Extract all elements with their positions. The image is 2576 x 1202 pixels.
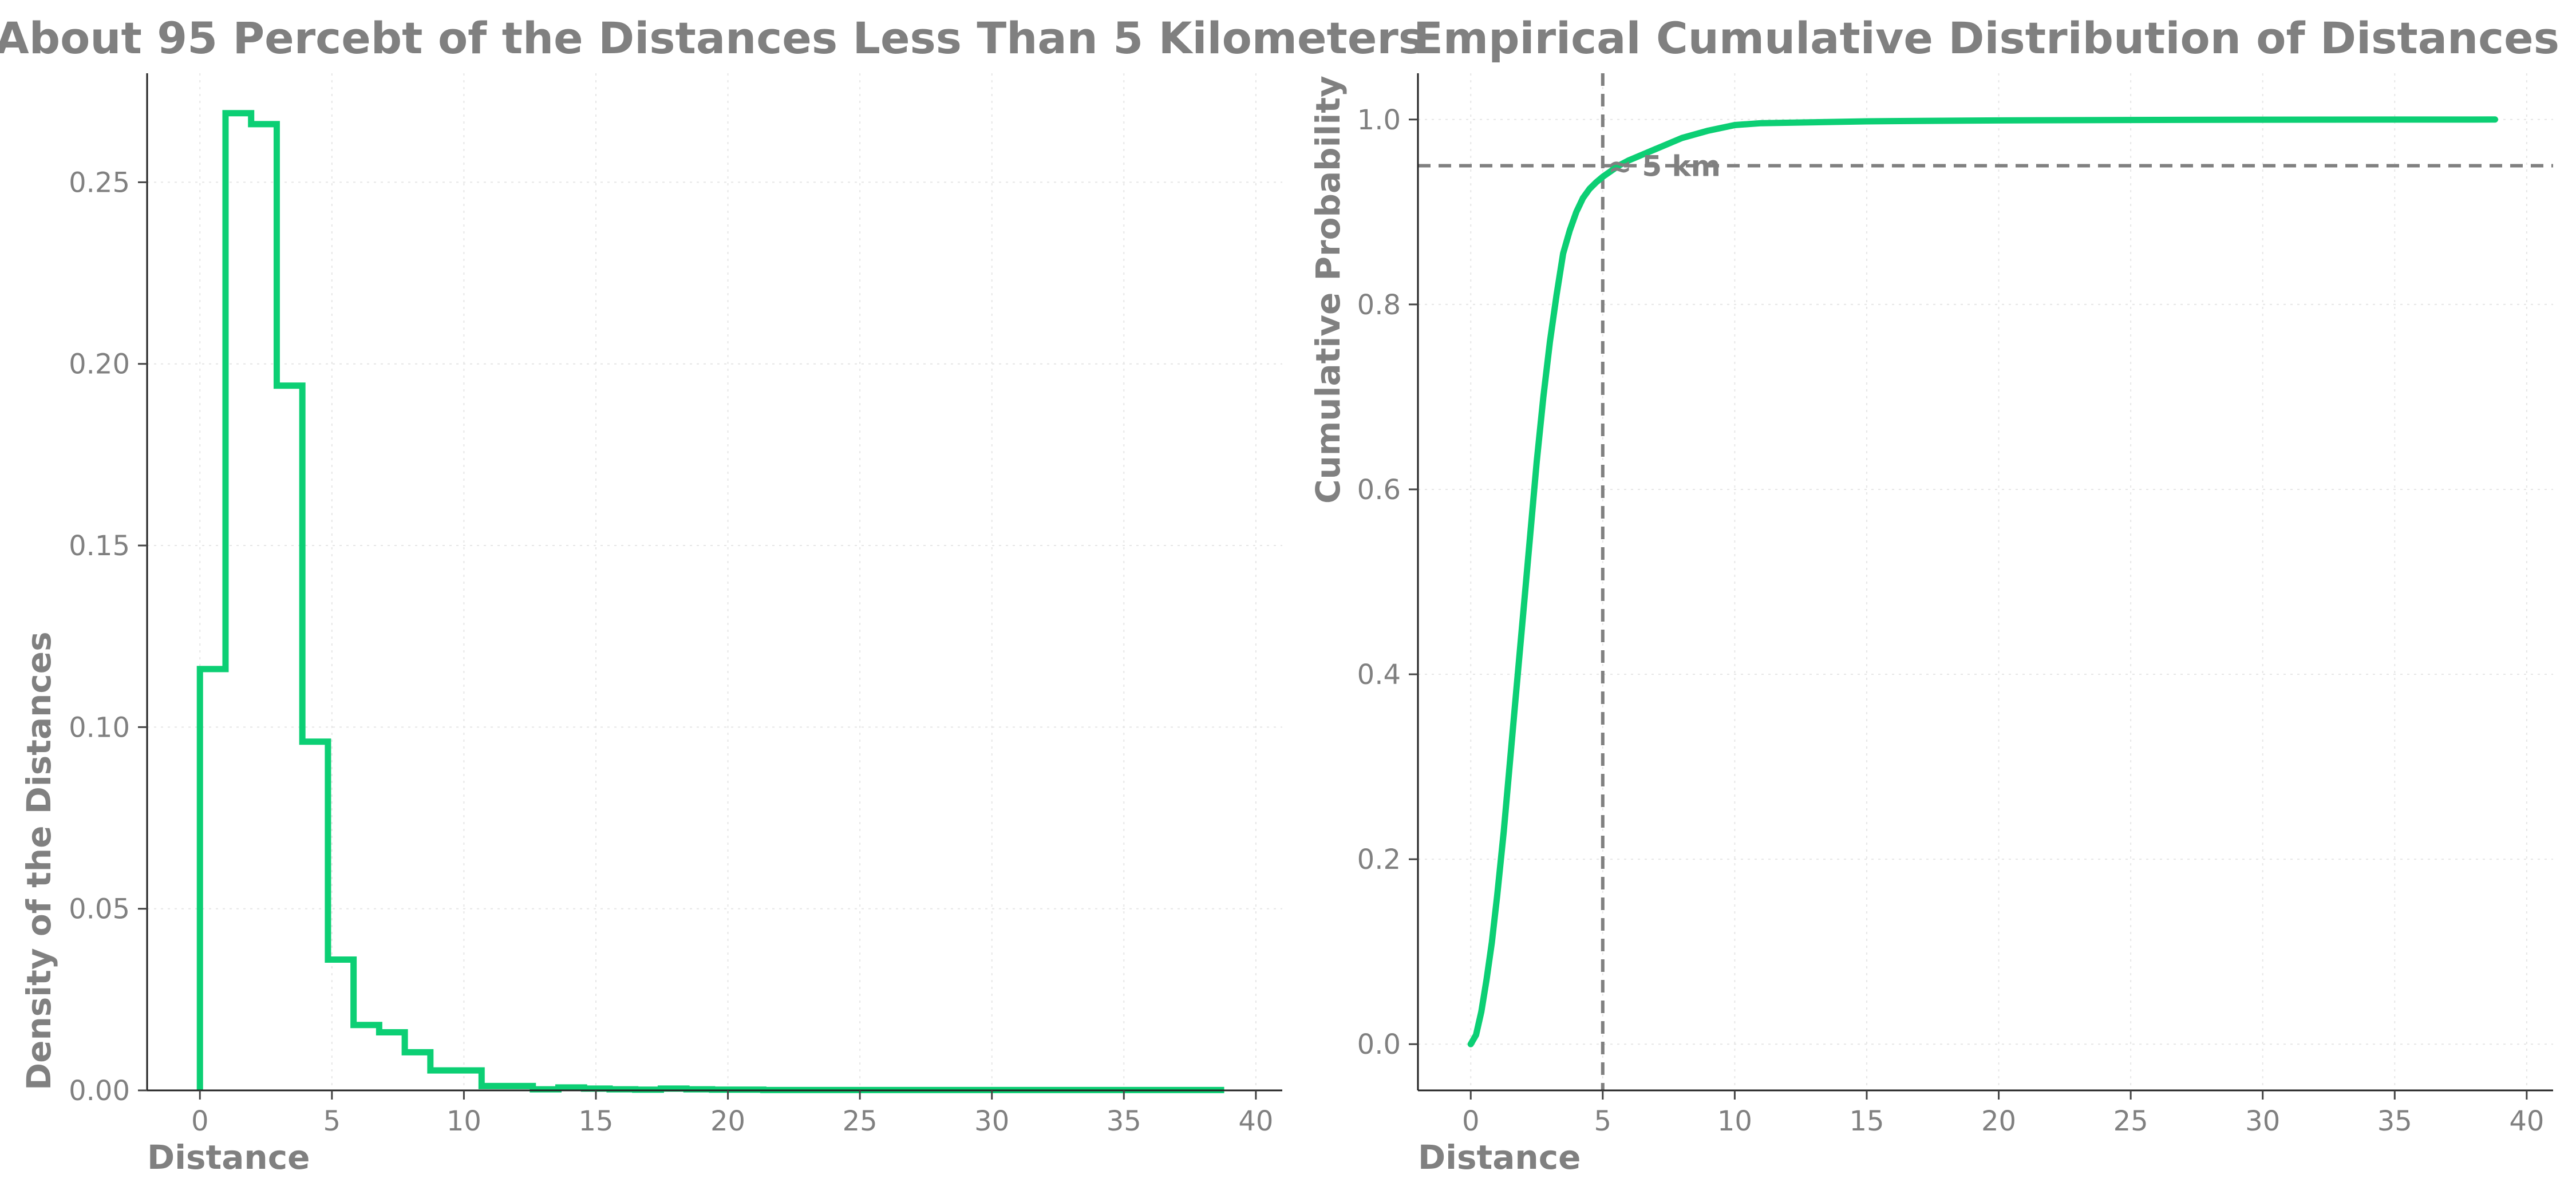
ecdf-x-axis-label: Distance [1418,1138,1581,1177]
ecdf-y-tick-label: 1.0 [1357,104,1401,136]
ecdf-grid [1418,73,2553,1090]
ecdf-y-axis-label: Cumulative Probability [1309,76,1348,504]
ecdf-y-tick-label: 0.0 [1357,1029,1401,1061]
ecdf-x-ticks: 0 5 10 15 20 25 30 35 40 [1462,1090,2544,1137]
ecdf-x-tick-label: 10 [1717,1105,1752,1137]
histogram-title: About 95 Percebt of the Distances Less T… [0,13,1424,64]
histogram-x-tick-label: 5 [323,1105,341,1137]
histogram-y-tick-label: 0.05 [69,893,130,926]
ecdf-y-tick-label: 0.6 [1357,474,1401,506]
ecdf-x-tick-label: 0 [1462,1105,1480,1137]
histogram-y-tick-label: 0.10 [69,711,130,744]
ecdf-y-tick-label: 0.4 [1357,659,1401,691]
ecdf-y-ticks: 0.0 0.2 0.4 0.6 0.8 1.0 [1357,104,1418,1061]
ecdf-x-tick-label: 30 [2245,1105,2280,1137]
histogram-grid [147,73,1282,1091]
ecdf-x-tick-label: 20 [1981,1105,2016,1137]
histogram-y-tick-label: 0.20 [69,349,130,381]
ecdf-x-tick-label: 35 [2377,1105,2412,1137]
histogram-y-tick-label: 0.25 [69,167,130,199]
histogram-x-ticks: 0 5 10 15 20 25 30 35 40 [191,1090,1273,1137]
histogram-y-tick-label: 0.15 [69,530,130,562]
ecdf-x-tick-label: 15 [1849,1105,1884,1137]
histogram-x-axis-label: Distance [147,1138,310,1177]
ecdf-title: Empirical Cumulative Distribution of Dis… [1413,13,2559,64]
ecdf-x-tick-label: 25 [2113,1105,2148,1137]
histogram-x-tick-label: 30 [974,1105,1009,1137]
ecdf-annotation: ≈ 5 km [1608,150,1721,183]
histogram-y-axis-label: Density of the Distances [19,631,58,1090]
histogram-x-tick-label: 15 [578,1105,613,1137]
histogram-step-line [196,110,1224,1093]
ecdf-x-tick-label: 5 [1594,1105,1612,1137]
ecdf-y-tick-label: 0.8 [1357,289,1401,321]
ecdf-x-tick-label: 40 [2509,1105,2544,1137]
ecdf-panel: Empirical Cumulative Distribution of Dis… [1309,13,2559,1177]
ecdf-curve [1467,116,2498,1047]
histogram-x-tick-label: 20 [710,1105,745,1137]
histogram-x-tick-label: 25 [843,1105,878,1137]
ecdf-y-tick-label: 0.2 [1357,844,1401,876]
histogram-x-tick-label: 10 [447,1105,481,1137]
histogram-y-tick-label: 0.00 [69,1075,130,1107]
histogram-x-tick-label: 0 [191,1105,209,1137]
histogram-panel: About 95 Percebt of the Distances Less T… [0,13,1424,1177]
histogram-x-tick-label: 35 [1107,1105,1141,1137]
histogram-y-ticks: 0.00 0.05 0.10 0.15 0.20 0.25 [69,167,147,1107]
histogram-x-tick-label: 40 [1238,1105,1273,1137]
